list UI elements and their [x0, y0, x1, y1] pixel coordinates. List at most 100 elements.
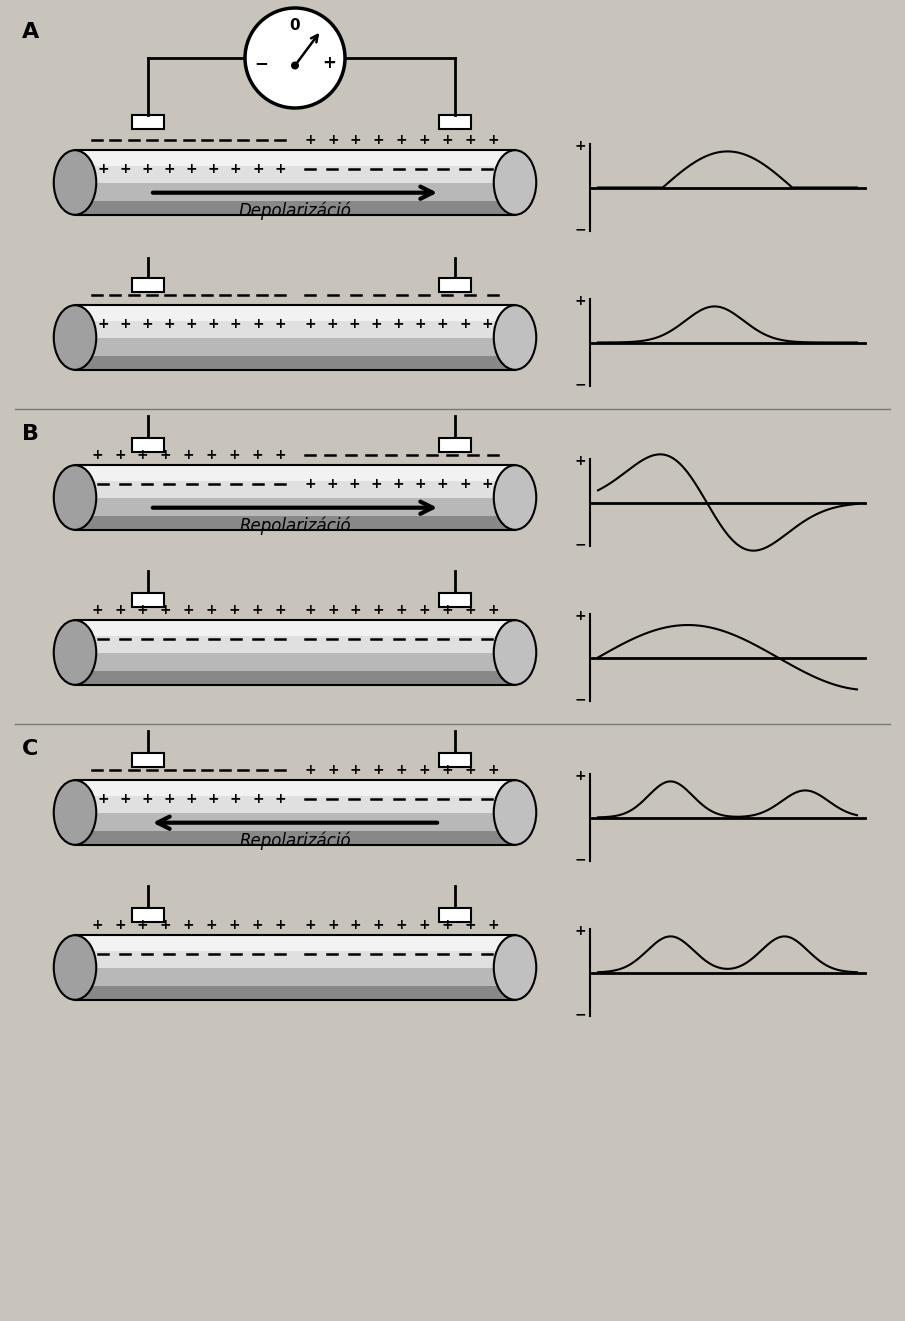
Text: +: +	[252, 791, 263, 806]
Text: +: +	[114, 448, 126, 462]
Text: +: +	[370, 317, 382, 330]
Bar	[439, 908, 471, 922]
Ellipse shape	[53, 935, 96, 1000]
Text: +: +	[442, 918, 453, 933]
Text: +: +	[141, 791, 153, 806]
Text: +: +	[304, 764, 316, 777]
Ellipse shape	[53, 781, 96, 845]
Text: +: +	[230, 791, 242, 806]
Text: +: +	[186, 317, 197, 330]
Text: +: +	[574, 295, 586, 308]
Text: +: +	[481, 477, 493, 491]
Text: +: +	[252, 604, 263, 617]
Text: +: +	[91, 918, 103, 933]
Polygon shape	[75, 812, 515, 831]
Ellipse shape	[53, 620, 96, 684]
Text: +: +	[459, 477, 471, 491]
Polygon shape	[75, 951, 515, 967]
Text: +: +	[230, 162, 242, 176]
Text: +: +	[228, 448, 240, 462]
Text: −: −	[574, 852, 586, 867]
Polygon shape	[75, 935, 515, 951]
Text: B: B	[22, 424, 39, 444]
Text: +: +	[274, 317, 286, 330]
Text: +: +	[252, 448, 263, 462]
Text: +: +	[97, 317, 109, 330]
Text: +: +	[442, 604, 453, 617]
Text: +: +	[370, 477, 382, 491]
Text: +: +	[91, 448, 103, 462]
Polygon shape	[75, 653, 515, 671]
Text: +: +	[228, 604, 240, 617]
Text: +: +	[487, 133, 499, 147]
Text: +: +	[395, 604, 407, 617]
Polygon shape	[75, 305, 515, 321]
Text: +: +	[437, 317, 449, 330]
Text: +: +	[574, 923, 586, 938]
Bar	[132, 115, 164, 129]
Text: +: +	[327, 764, 338, 777]
Text: +: +	[183, 604, 195, 617]
Text: +: +	[574, 454, 586, 468]
Text: +: +	[414, 477, 426, 491]
Text: +: +	[327, 918, 338, 933]
Polygon shape	[75, 831, 515, 845]
Text: +: +	[97, 162, 109, 176]
Text: +: +	[186, 791, 197, 806]
Text: +: +	[228, 918, 240, 933]
Text: +: +	[373, 604, 385, 617]
Bar	[132, 908, 164, 922]
Text: +: +	[350, 764, 362, 777]
Text: −: −	[254, 54, 268, 73]
Text: +: +	[487, 918, 499, 933]
Text: +: +	[350, 133, 362, 147]
Text: +: +	[160, 448, 171, 462]
Text: +: +	[119, 162, 131, 176]
Text: Depolarizáció: Depolarizáció	[239, 201, 351, 219]
Bar	[439, 593, 471, 608]
Polygon shape	[75, 967, 515, 987]
Ellipse shape	[53, 305, 96, 370]
Polygon shape	[75, 498, 515, 517]
Text: +: +	[304, 918, 316, 933]
Text: 0: 0	[290, 18, 300, 33]
Text: +: +	[464, 918, 476, 933]
Text: +: +	[442, 133, 453, 147]
Text: +: +	[252, 918, 263, 933]
Text: +: +	[183, 918, 195, 933]
Bar	[132, 753, 164, 768]
Text: +: +	[574, 139, 586, 153]
Text: −: −	[574, 692, 586, 705]
Polygon shape	[75, 465, 515, 481]
Polygon shape	[75, 635, 515, 653]
Polygon shape	[75, 781, 515, 845]
Polygon shape	[75, 781, 515, 795]
Text: +: +	[350, 918, 362, 933]
Text: +: +	[373, 918, 385, 933]
Text: +: +	[205, 448, 217, 462]
Polygon shape	[75, 517, 515, 530]
Text: +: +	[574, 609, 586, 624]
Text: +: +	[164, 162, 176, 176]
Text: +: +	[574, 769, 586, 783]
Circle shape	[245, 8, 345, 108]
Text: −: −	[574, 1007, 586, 1021]
Polygon shape	[75, 182, 515, 201]
Text: +: +	[373, 133, 385, 147]
Polygon shape	[75, 465, 515, 530]
Text: +: +	[304, 317, 316, 330]
Text: +: +	[487, 604, 499, 617]
Text: +: +	[393, 317, 405, 330]
Ellipse shape	[494, 781, 537, 845]
Text: +: +	[437, 477, 449, 491]
Text: +: +	[464, 133, 476, 147]
Ellipse shape	[494, 935, 537, 1000]
Circle shape	[291, 62, 299, 70]
Text: +: +	[183, 448, 195, 462]
Text: +: +	[393, 477, 405, 491]
Text: −: −	[574, 222, 586, 236]
Text: +: +	[419, 764, 430, 777]
Polygon shape	[75, 165, 515, 182]
Text: +: +	[373, 764, 385, 777]
Text: +: +	[205, 604, 217, 617]
